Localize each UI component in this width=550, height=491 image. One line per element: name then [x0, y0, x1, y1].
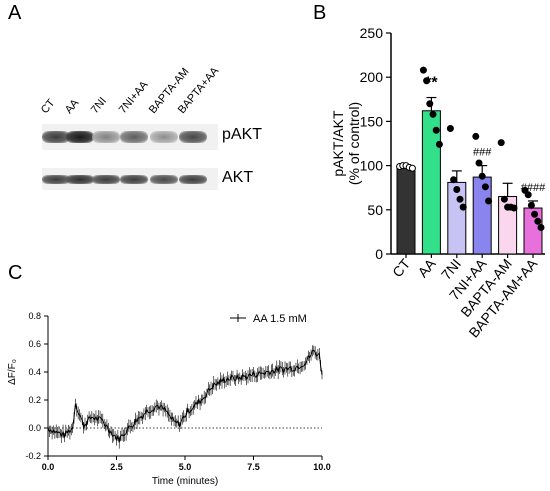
- y-tick-label: 50: [367, 202, 383, 218]
- significance-label: **: [425, 75, 438, 92]
- bar: [523, 207, 543, 255]
- x-tick-label: 0.0: [42, 462, 55, 472]
- data-point: [485, 197, 493, 205]
- blot-band: [179, 131, 207, 143]
- x-tick-label: 2.5: [110, 462, 123, 472]
- y-tick-label: 250: [360, 25, 384, 41]
- blot-band: [150, 131, 178, 143]
- data-point: [507, 203, 515, 211]
- panel-c-letter: C: [8, 262, 23, 284]
- y-tick-label: 0: [375, 246, 383, 262]
- blot-band: [179, 174, 207, 184]
- panel-a-letter: A: [8, 2, 22, 24]
- data-point: [456, 195, 464, 203]
- lane-label: 7NI+AA: [116, 79, 151, 116]
- data-point: [500, 195, 508, 203]
- data-point: [435, 140, 443, 148]
- data-point: [524, 191, 532, 199]
- y-tick-label: 200: [360, 69, 384, 85]
- y-tick-label: 0.6: [28, 339, 41, 349]
- data-point: [472, 132, 480, 140]
- data-point: [481, 183, 489, 191]
- bar: [447, 181, 467, 255]
- data-point: [396, 162, 404, 170]
- data-point: [446, 124, 454, 132]
- data-point: [497, 139, 505, 147]
- blot-band: [120, 131, 148, 143]
- blot-band: [120, 174, 148, 184]
- x-tick-label: 10.0: [313, 462, 331, 472]
- significance-label: ####: [521, 182, 546, 194]
- panel-b-letter: B: [313, 2, 327, 24]
- trace-line: [47, 349, 323, 443]
- x-tick-label: 7.5: [247, 462, 260, 472]
- x-tick-label: BAPTA-AM+AA: [465, 255, 540, 340]
- y-tick-label: -0.2: [25, 451, 41, 461]
- x-tick-label: 5.0: [179, 462, 192, 472]
- bar: [396, 166, 416, 255]
- data-point: [475, 159, 483, 167]
- data-point: [450, 176, 458, 184]
- data-point: [426, 100, 434, 108]
- x-tick-label: CT: [389, 255, 414, 280]
- akt-blot-row: [42, 168, 218, 190]
- blot-band: [150, 174, 178, 184]
- y-axis-label: ΔF/F₀: [7, 359, 18, 385]
- data-point: [510, 204, 518, 212]
- data-point: [459, 203, 467, 211]
- x-tick-label: 7NI+AA: [446, 255, 490, 303]
- data-point: [423, 77, 431, 85]
- y-tick-label: 0.0: [28, 423, 41, 433]
- data-point: [408, 164, 416, 172]
- pakt-band-label: pAKT: [222, 126, 263, 143]
- y-axis-label: pAKT/AKT: [330, 110, 346, 177]
- data-point: [405, 163, 413, 171]
- data-point: [429, 110, 437, 118]
- lane-label: AA: [62, 97, 82, 116]
- blot-band: [42, 131, 70, 143]
- data-point: [504, 203, 512, 211]
- data-point: [534, 217, 542, 225]
- x-tick-label: AA: [414, 255, 439, 280]
- lane-label: CT: [38, 97, 58, 116]
- legend-label: AA 1.5 mM: [253, 313, 307, 325]
- bar: [472, 176, 492, 255]
- x-tick-label: BAPTA-AM: [457, 256, 515, 320]
- data-point: [432, 126, 440, 134]
- data-point: [419, 66, 427, 74]
- akt-band-label: AKT: [222, 169, 254, 186]
- data-point: [399, 162, 407, 170]
- data-point: [531, 210, 539, 218]
- data-point: [521, 186, 529, 194]
- blot-band: [92, 131, 120, 143]
- y-tick-label: 100: [360, 158, 384, 174]
- significance-label: ###: [473, 147, 492, 159]
- data-point: [402, 162, 410, 170]
- y-tick-label: 0.8: [28, 311, 41, 321]
- bar: [498, 196, 518, 255]
- blot-band: [92, 174, 120, 184]
- lane-label: 7NI: [88, 95, 110, 116]
- data-point: [537, 223, 545, 231]
- x-axis-label: Time (minutes): [152, 476, 218, 487]
- blot-band: [66, 131, 94, 143]
- y-axis-label: (% of control): [346, 102, 362, 185]
- x-tick-label: 7NI: [438, 256, 464, 283]
- bar: [421, 110, 441, 255]
- data-point: [453, 185, 461, 193]
- y-tick-label: 0.4: [28, 367, 41, 377]
- blot-band: [42, 174, 70, 184]
- data-point: [527, 201, 535, 209]
- blot-band: [66, 174, 94, 184]
- y-tick-label: 150: [360, 113, 384, 129]
- y-tick-label: 0.2: [28, 395, 41, 405]
- data-point: [478, 172, 486, 180]
- pakt-blot-row: [42, 124, 218, 150]
